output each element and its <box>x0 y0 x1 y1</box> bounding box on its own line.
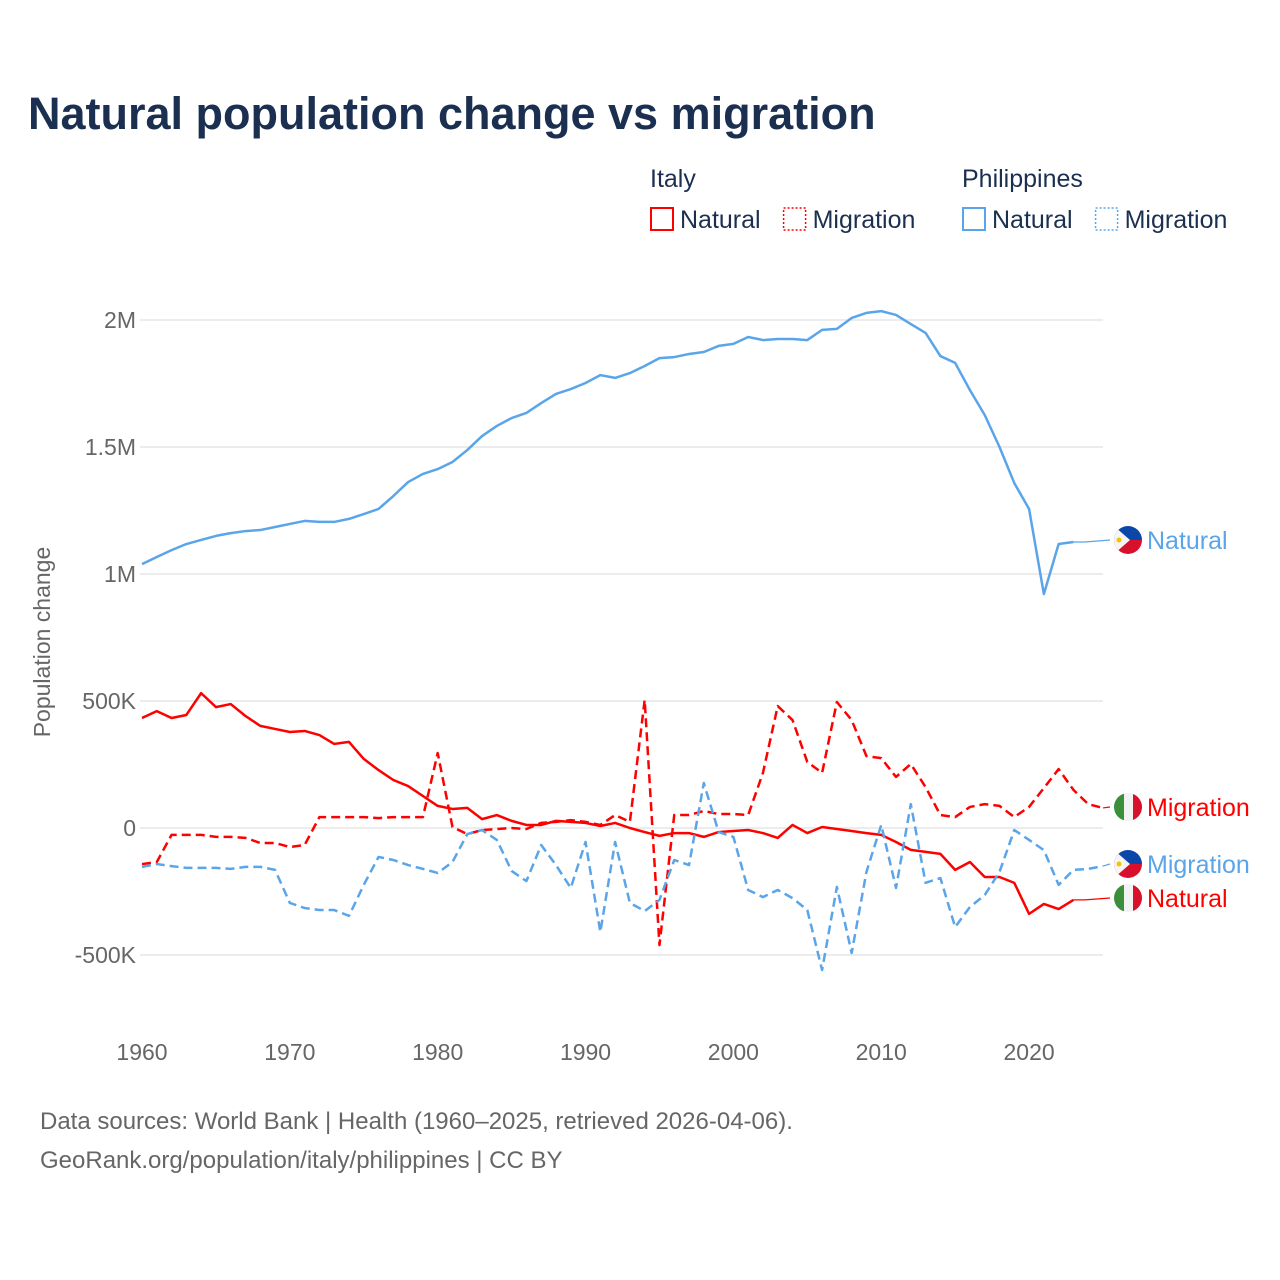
end-label: Natural <box>1147 885 1228 913</box>
italy-migration-line <box>141 698 1104 947</box>
chart-title: Natural population change vs migration <box>28 88 876 139</box>
end-label: Natural <box>1147 527 1228 555</box>
y-tick-label: 1M <box>104 561 136 587</box>
italy-flag-icon <box>1114 884 1142 912</box>
end-label: Migration <box>1147 851 1250 879</box>
legend-item[interactable]: Natural <box>680 206 761 234</box>
x-tick-label: 1980 <box>412 1039 463 1065</box>
y-tick-label: -500K <box>75 942 137 968</box>
x-tick-label: 2000 <box>708 1039 759 1065</box>
footer-link[interactable]: GeoRank.org/population/italy/philippines… <box>40 1147 563 1174</box>
end-label-connector <box>1073 897 1111 901</box>
y-tick-label: 0 <box>123 815 136 841</box>
legend-swatch[interactable] <box>1094 207 1119 231</box>
x-tick-label: 1990 <box>560 1039 611 1065</box>
x-tick-label: 2020 <box>1003 1039 1054 1065</box>
legend-item[interactable]: Natural <box>992 206 1073 234</box>
x-tick-label: 2010 <box>856 1039 907 1065</box>
y-tick-label: 2M <box>104 307 136 333</box>
end-label: Migration <box>1147 794 1250 822</box>
philippines-flag-icon <box>1114 526 1142 554</box>
italy-flag-icon <box>1114 793 1142 821</box>
end-label-connector <box>1073 539 1111 543</box>
legend-swatch[interactable] <box>962 207 986 231</box>
end-label-connector <box>1102 806 1111 809</box>
legend-item[interactable]: Migration <box>1125 206 1228 234</box>
end-label-connector <box>1102 863 1111 867</box>
philippines-flag-icon <box>1114 850 1142 878</box>
legend-swatch[interactable] <box>650 207 674 231</box>
philippines-migration-line <box>141 781 1104 972</box>
y-tick-label: 500K <box>82 688 136 714</box>
philippines-natural-line <box>141 309 1074 596</box>
y-axis-label: Population change <box>29 547 55 738</box>
x-tick-label: 1960 <box>116 1039 167 1065</box>
legend-swatch[interactable] <box>782 207 807 231</box>
legend-group-title: Philippines <box>962 165 1083 193</box>
x-tick-label: 1970 <box>264 1039 315 1065</box>
footer-sources: Data sources: World Bank | Health (1960–… <box>40 1108 793 1135</box>
italy-natural-line <box>141 691 1075 916</box>
legend-item[interactable]: Migration <box>813 206 916 234</box>
legend-group-title: Italy <box>650 165 696 193</box>
y-tick-label: 1.5M <box>85 434 136 460</box>
